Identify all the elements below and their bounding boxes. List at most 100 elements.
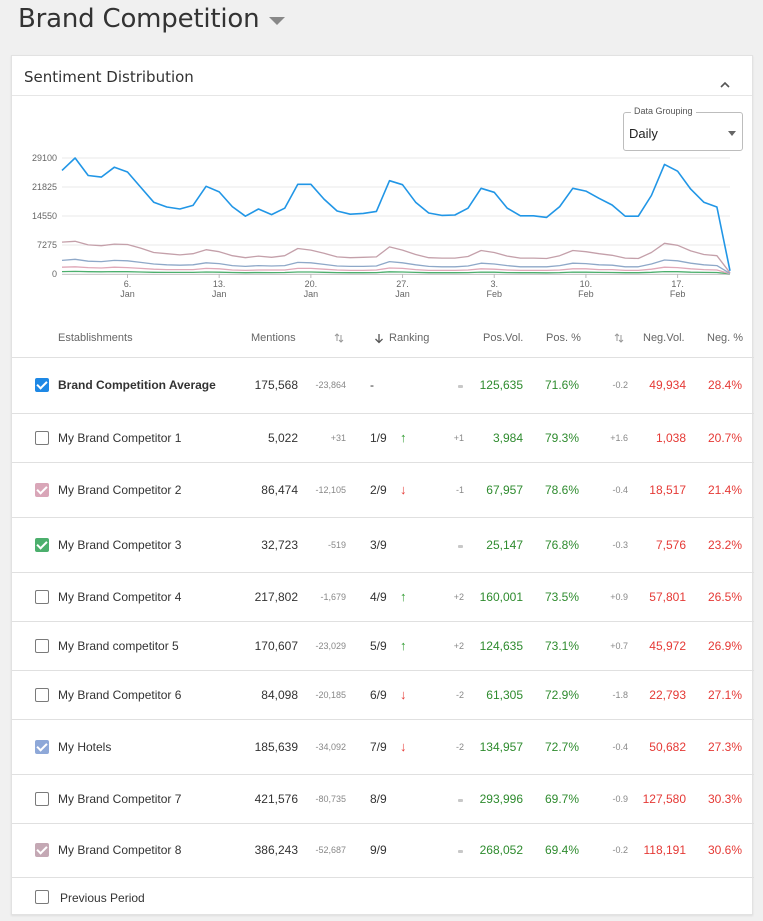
neg-pct-value: 26.5% <box>707 590 742 604</box>
pos-vol-value: 134,957 <box>479 740 523 754</box>
row-checkbox[interactable] <box>35 431 49 445</box>
sentiment-distribution-card: Sentiment Distribution Data Grouping Dai… <box>11 55 754 916</box>
mentions-value: 217,802 <box>254 590 298 604</box>
pos-pct-value: 78.6% <box>544 483 579 497</box>
series-line <box>61 270 731 275</box>
arrow-down-icon[interactable] <box>374 333 384 344</box>
row-checkbox[interactable] <box>35 483 49 497</box>
table-row[interactable]: My Brand Competitor 6 84,098 -20,185 6/9 ↓ -2… <box>12 671 754 720</box>
no-change-indicator <box>458 850 463 853</box>
pos-vol-value: 124,635 <box>479 639 523 653</box>
ranking-value: 7/9 <box>370 740 387 754</box>
x-tick-label-month: Jan <box>212 289 227 299</box>
mentions-delta: -80,735 <box>315 794 346 804</box>
trend-down-icon: ↓ <box>400 687 407 702</box>
ranking-value: 5/9 <box>370 639 387 653</box>
table-row[interactable]: My Brand Competitor 7 421,576 -80,735 8/9 29… <box>12 775 754 824</box>
chevron-up-icon[interactable] <box>718 78 732 92</box>
caret-down-icon[interactable] <box>269 17 286 25</box>
col-pos-vol[interactable]: Pos.Vol. <box>483 332 524 344</box>
previous-period-row[interactable]: Previous Period <box>12 878 754 916</box>
table-row[interactable]: My Brand Competitor 3 32,723 -519 3/9 25,147… <box>12 518 754 573</box>
x-tick-label-month: Feb <box>578 289 594 299</box>
x-tick-label-day: 27. <box>396 279 409 289</box>
neg-pct-value: 30.3% <box>707 792 742 806</box>
neg-pct-value: 21.4% <box>707 483 742 497</box>
mentions-value: 86,474 <box>261 483 298 497</box>
establishment-name: My Hotels <box>58 740 112 754</box>
table-header: Establishments Mentions Ranking Pos.Vol.… <box>12 318 754 358</box>
mentions-value: 386,243 <box>254 843 298 857</box>
mentions-delta: -23,864 <box>315 380 346 390</box>
pos-vol-value: 3,984 <box>492 431 523 445</box>
mentions-value: 84,098 <box>261 688 298 702</box>
card-title: Sentiment Distribution <box>24 68 194 86</box>
col-neg-pct[interactable]: Neg. % <box>707 332 744 344</box>
rank-delta: +1 <box>453 433 464 443</box>
pos-vol-value: 25,147 <box>486 538 523 552</box>
table-row[interactable]: Brand Competition Average 175,568 -23,864 -… <box>12 358 754 414</box>
x-tick-label-month: Feb <box>670 289 686 299</box>
x-tick-label-day: 3. <box>490 279 498 289</box>
sort-icon[interactable] <box>614 333 624 343</box>
col-ranking[interactable]: Ranking <box>389 332 430 344</box>
mentions-delta: -20,185 <box>315 690 346 700</box>
establishment-name: Brand Competition Average <box>58 378 216 392</box>
neg-vol-value: 57,801 <box>649 590 686 604</box>
data-grouping-value: Daily <box>629 126 658 141</box>
col-pos-pct[interactable]: Pos. % <box>546 332 581 344</box>
sort-icon[interactable] <box>334 333 344 343</box>
col-neg-vol[interactable]: Neg.Vol. <box>643 332 685 344</box>
establishment-name: My Brand Competitor 7 <box>58 792 182 806</box>
page-title-text: Brand Competition <box>18 4 260 34</box>
rank-delta: -1 <box>455 485 464 495</box>
ranking-value: 2/9 <box>370 483 387 497</box>
pos-vol-value: 67,957 <box>486 483 523 497</box>
pos-vol-value: 293,996 <box>479 792 523 806</box>
row-checkbox[interactable] <box>35 688 49 702</box>
y-tick-label: 0 <box>52 269 57 279</box>
mentions-value: 170,607 <box>254 639 298 653</box>
previous-period-checkbox[interactable] <box>35 890 49 904</box>
pos-pct-delta: +0.7 <box>610 641 628 651</box>
mentions-value: 32,723 <box>261 538 298 552</box>
row-checkbox[interactable] <box>35 378 49 392</box>
neg-vol-value: 49,934 <box>649 378 686 392</box>
data-grouping-select[interactable]: Data Grouping Daily <box>623 106 743 151</box>
y-tick-label: 21825 <box>32 182 57 192</box>
mentions-delta: -23,029 <box>315 641 346 651</box>
col-mentions[interactable]: Mentions <box>251 332 296 344</box>
neg-vol-value: 1,038 <box>655 431 686 445</box>
series-line <box>61 266 731 275</box>
table-row[interactable]: My Brand Competitor 4 217,802 -1,679 4/9 ↑ +2… <box>12 573 754 622</box>
row-checkbox[interactable] <box>35 590 49 604</box>
neg-vol-value: 127,580 <box>642 792 686 806</box>
row-checkbox[interactable] <box>35 538 49 552</box>
pos-pct-delta: -0.4 <box>612 485 628 495</box>
row-checkbox[interactable] <box>35 639 49 653</box>
table-row[interactable]: My Brand Competitor 1 5,022 +31 1/9 ↑ +1 3,984… <box>12 414 754 463</box>
row-checkbox[interactable] <box>35 843 49 857</box>
establishment-name: My Brand competitor 5 <box>58 639 179 653</box>
rank-delta: -2 <box>455 690 464 700</box>
row-checkbox[interactable] <box>35 740 49 754</box>
neg-pct-value: 23.2% <box>707 538 742 552</box>
page-title[interactable]: Brand Competition <box>18 4 286 34</box>
row-checkbox[interactable] <box>35 792 49 806</box>
col-establishments[interactable]: Establishments <box>58 332 133 344</box>
pos-pct-delta: -0.4 <box>612 742 628 752</box>
table-row[interactable]: My Brand Competitor 2 86,474 -12,105 2/9 ↓ -1… <box>12 463 754 518</box>
pos-pct-delta: -0.9 <box>612 794 628 804</box>
x-tick-label-month: Feb <box>486 289 502 299</box>
ranking-value: 4/9 <box>370 590 387 604</box>
pos-vol-value: 268,052 <box>479 843 523 857</box>
y-tick-label: 29100 <box>32 153 57 163</box>
table-row[interactable]: My Brand Competitor 8 386,243 -52,687 9/9 26… <box>12 824 754 878</box>
series-line <box>61 240 731 274</box>
pos-pct-delta: -1.8 <box>612 690 628 700</box>
neg-pct-value: 27.3% <box>707 740 742 754</box>
table-row[interactable]: My Brand competitor 5 170,607 -23,029 5/9 ↑ +… <box>12 622 754 671</box>
ranking-value: 9/9 <box>370 843 387 857</box>
neg-pct-value: 20.7% <box>707 431 742 445</box>
table-row[interactable]: My Hotels 185,639 -34,092 7/9 ↓ -2 134,957 72.7… <box>12 720 754 775</box>
